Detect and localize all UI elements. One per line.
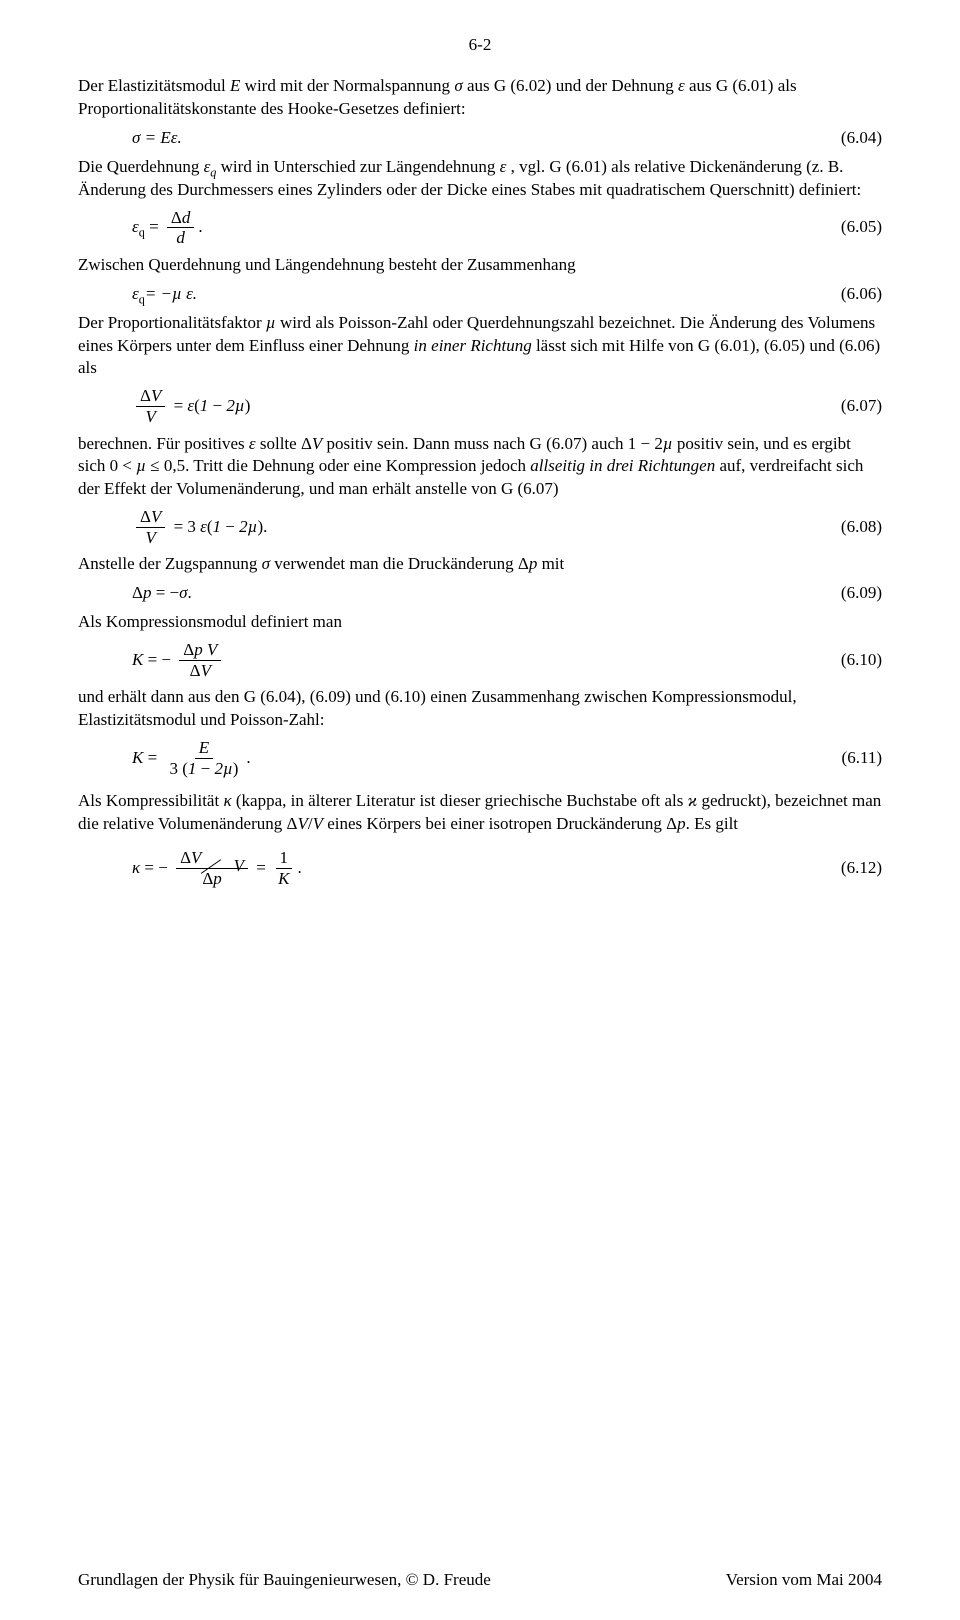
text: berechnen. Für positives <box>78 434 249 453</box>
paragraph-intro: Der Elastizitätsmodul E wird mit der Nor… <box>78 75 882 121</box>
text: Die Querdehnung <box>78 157 204 176</box>
text-italic: in einer Richtung <box>414 336 532 355</box>
eq-number: (6.08) <box>822 516 882 539</box>
equation-6-10: K = − Δp V ΔV (6.10) <box>78 640 882 680</box>
text: aus G (6.02) und der Dehnung <box>463 76 678 95</box>
sym-epsilon: ε <box>678 76 685 95</box>
text: (kappa, in älterer Literatur ist dieser … <box>232 791 688 810</box>
sym-mu: µ <box>136 456 146 475</box>
text: sollte Δ <box>256 434 312 453</box>
text: Anstelle der Zugspannung <box>78 554 262 573</box>
text: eines Körpers bei einer isotropen Druckä… <box>323 814 677 833</box>
equation-6-04: σ = Eε. (6.04) <box>78 127 882 150</box>
sym-epsilon: ε <box>249 434 256 453</box>
footer-right: Version vom Mai 2004 <box>726 1569 882 1592</box>
paragraph-kompressionsmodul: Als Kompressionsmodul definiert man <box>78 611 882 634</box>
sym-kappa: κ <box>223 791 231 810</box>
text: positiv sein. Dann muss nach G (6.07) au… <box>322 434 663 453</box>
equation-6-06: εq = −µ ε. (6.06) <box>78 283 882 306</box>
equation-6-12: κ = − ΔV V Δp = 1 K . (6.12) <box>78 848 882 888</box>
sym-V: V <box>312 434 322 453</box>
paragraph-kompressibilitaet: Als Kompressibilität κ (kappa, in ältere… <box>78 790 882 836</box>
eq-number: (6.09) <box>822 582 882 605</box>
paragraph-zusammenhang: Zwischen Querdehnung und Längendehnung b… <box>78 254 882 277</box>
eq-number: (6.06) <box>822 283 882 306</box>
sym-mu: µ <box>266 313 276 332</box>
sym-sigma: σ <box>454 76 462 95</box>
equation-6-07: ΔV V = ε(1 − 2µ) (6.07) <box>78 386 882 426</box>
sym-V: V <box>297 814 307 833</box>
paragraph-querdehnung: Die Querdehnung εq wird in Unterschied z… <box>78 156 882 202</box>
sym-mu: µ <box>663 434 673 453</box>
equation-6-05: εq = Δd d . (6.05) <box>78 208 882 248</box>
equation-6-09: Δp = −σ. (6.09) <box>78 582 882 605</box>
text: . Es gilt <box>686 814 738 833</box>
paragraph-berechnen: berechnen. Für positives ε sollte ΔV pos… <box>78 433 882 502</box>
sym-eps-q: εq <box>204 157 217 176</box>
eq-number: (6.05) <box>822 216 882 239</box>
paragraph-zusammenhang2: und erhält dann aus den G (6.04), (6.09)… <box>78 686 882 732</box>
text: mit <box>537 554 564 573</box>
eq-number: (6.04) <box>822 127 882 150</box>
text: Der Elastizitätsmodul <box>78 76 230 95</box>
eq-number: (6.10) <box>822 649 882 672</box>
page-footer: Grundlagen der Physik für Bauingenieurwe… <box>78 1569 882 1592</box>
equation-6-08: ΔV V = 3 ε(1 − 2µ). (6.08) <box>78 507 882 547</box>
paragraph-poisson: Der Proportionalitätsfaktor µ wird als P… <box>78 312 882 381</box>
text: verwendet man die Druckänderung Δ <box>270 554 529 573</box>
sym-sigma: σ <box>262 554 270 573</box>
text: wird in Unterschied zur Längendehnung <box>216 157 499 176</box>
eq-number: (6.07) <box>822 395 882 418</box>
eq-number: (6.11) <box>822 747 882 770</box>
text: Der Proportionalitätsfaktor <box>78 313 266 332</box>
page: 6-2 Der Elastizitätsmodul E wird mit der… <box>0 0 960 1620</box>
footer-left: Grundlagen der Physik für Bauingenieurwe… <box>78 1569 491 1592</box>
eq-number: (6.12) <box>822 857 882 880</box>
text: ≤ 0,5. Tritt die Dehnung oder eine Kompr… <box>146 456 530 475</box>
sym-altkappa: ϰ <box>688 791 698 810</box>
text: wird mit der Normalspannung <box>240 76 454 95</box>
sym-V: V <box>313 814 323 833</box>
page-number: 6-2 <box>78 34 882 57</box>
eq-text: σ = Eε. <box>132 127 182 150</box>
equation-6-11: K = E 3 (1 − 2µ) . (6.11) <box>78 738 882 778</box>
text: Als Kompressibilität <box>78 791 223 810</box>
sym-p: p <box>677 814 686 833</box>
paragraph-zugspannung: Anstelle der Zugspannung σ verwendet man… <box>78 553 882 576</box>
sym-E: E <box>230 76 240 95</box>
text-italic: allseitig in drei Richtungen <box>530 456 715 475</box>
